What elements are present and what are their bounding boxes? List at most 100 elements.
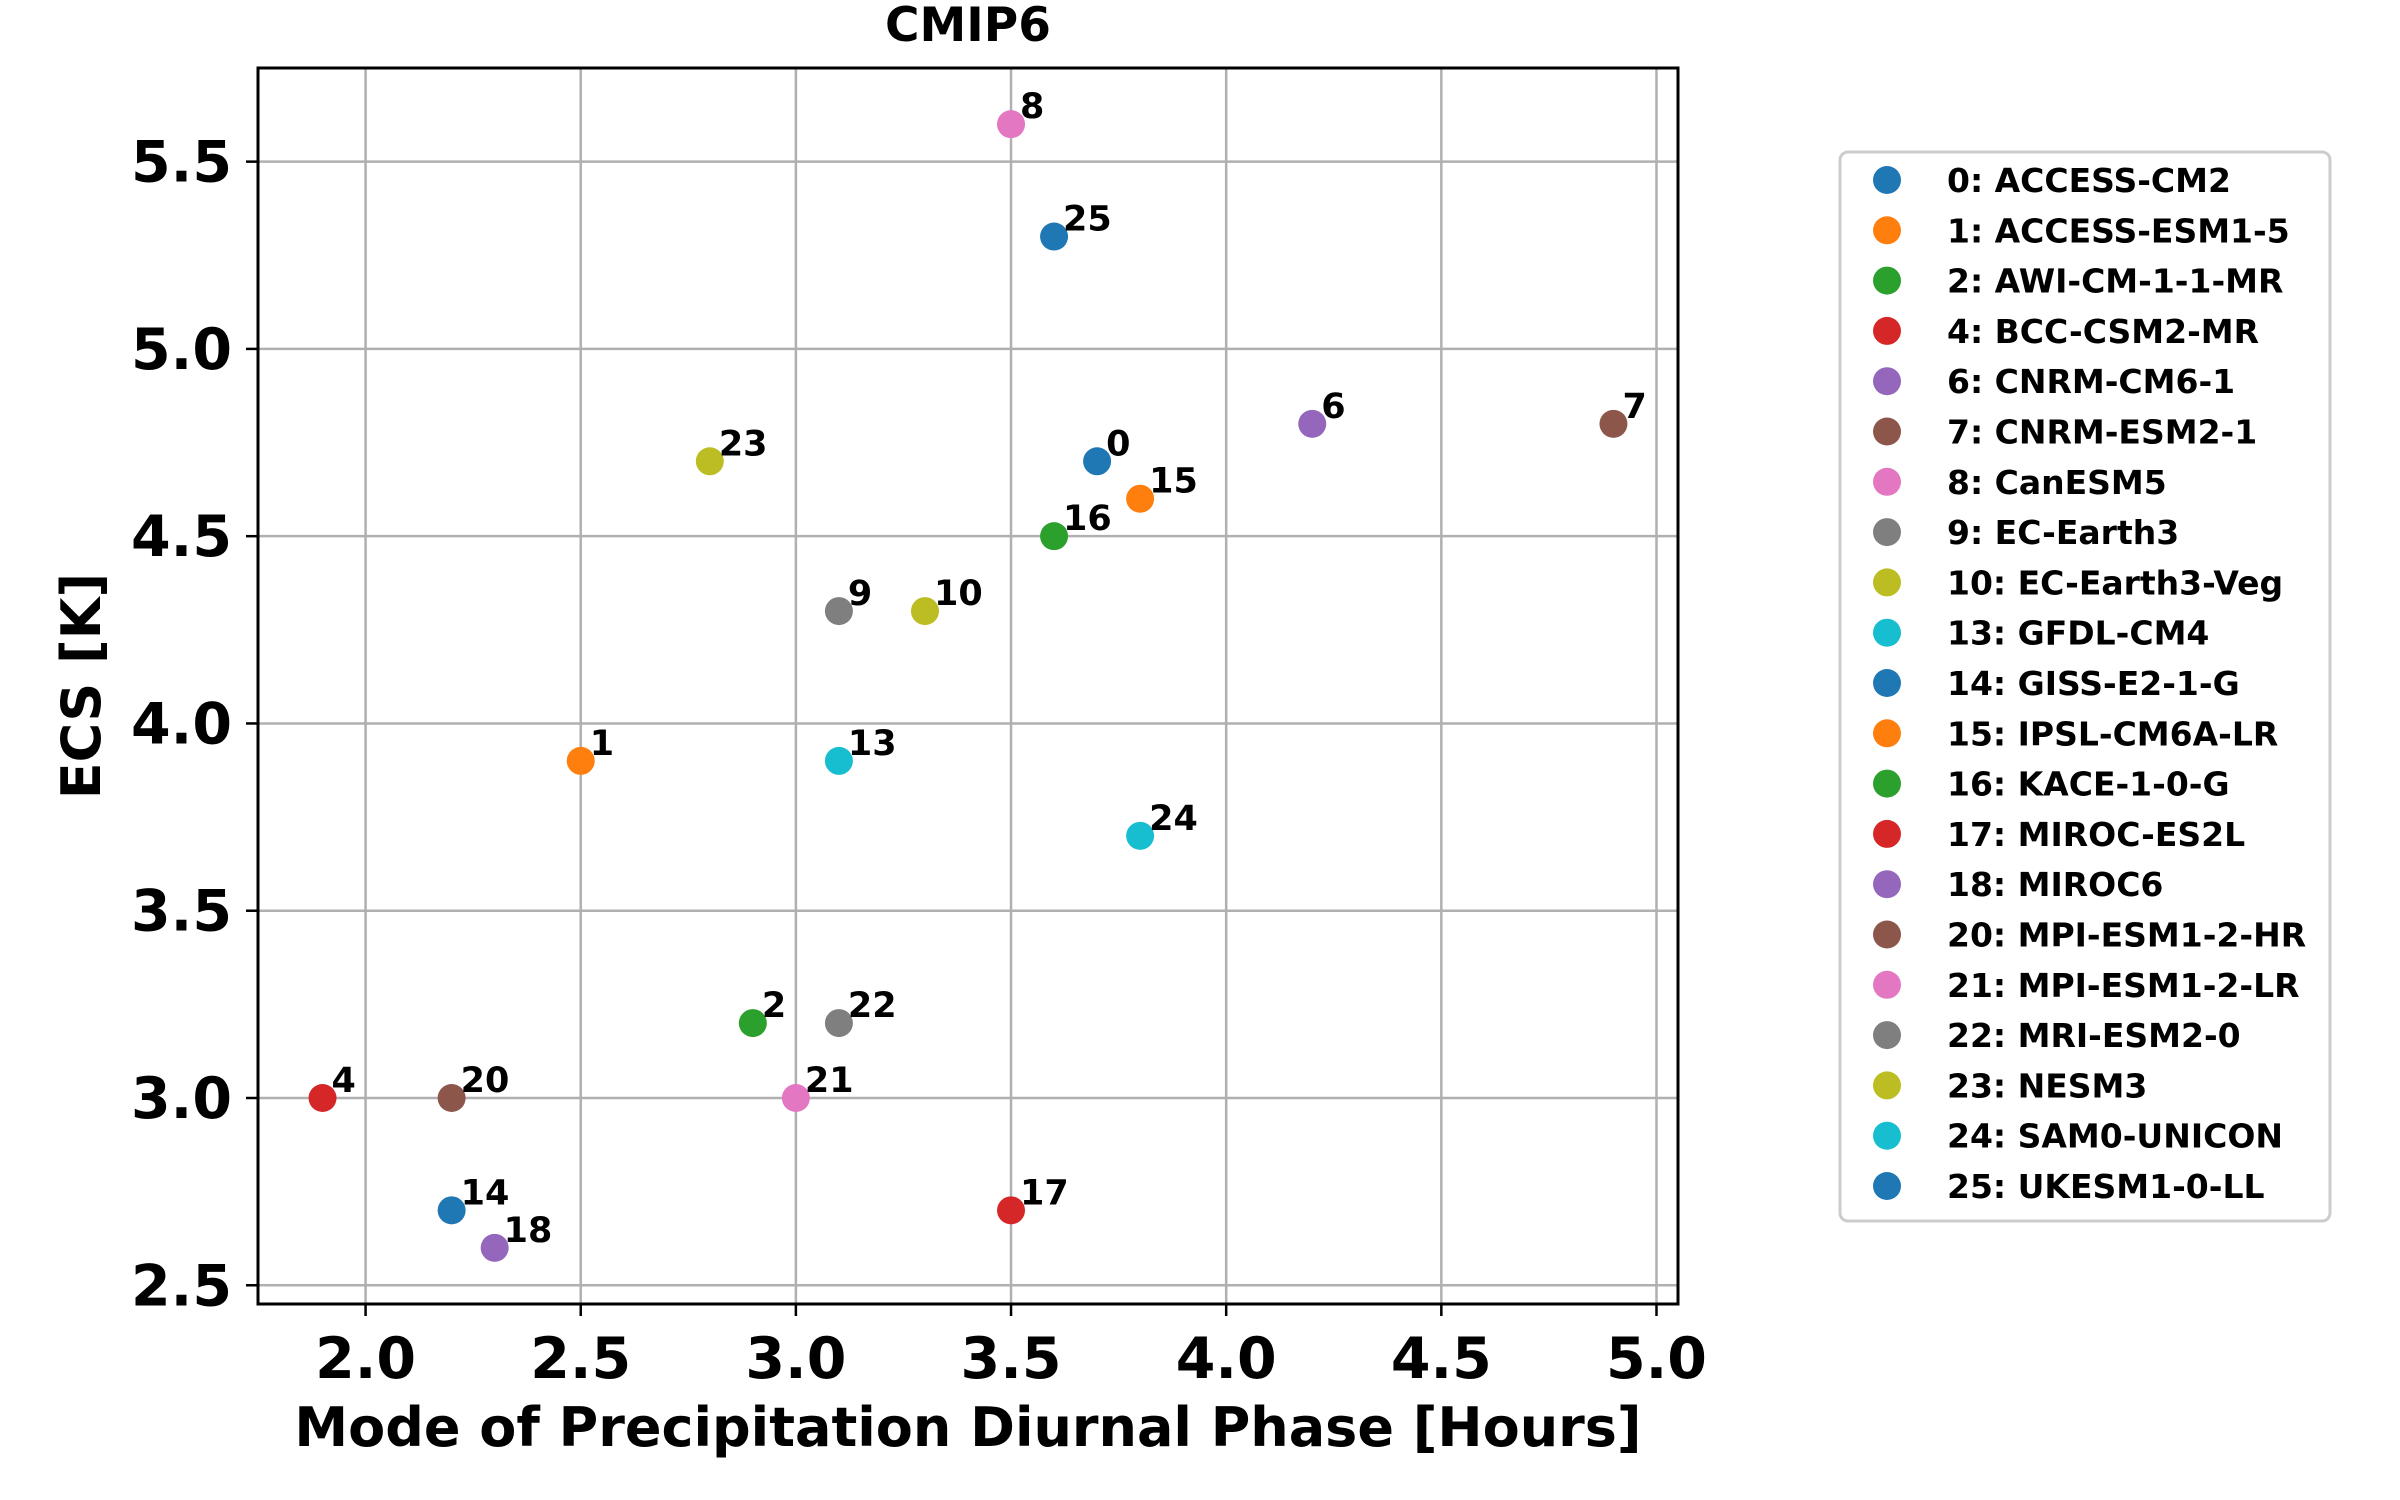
legend-label: 22: MRI-ESM2-0 — [1947, 1016, 2241, 1055]
point-label-7: 7 — [1622, 387, 1646, 427]
point-label-10: 10 — [934, 574, 983, 614]
point-label-23: 23 — [719, 424, 768, 464]
data-point-21 — [781, 1084, 810, 1112]
legend-marker — [1873, 216, 1901, 245]
x-tick-label: 3.0 — [745, 1326, 846, 1392]
legend-marker — [1873, 669, 1901, 697]
legend-label: 16: KACE-1-0-G — [1947, 765, 2230, 804]
legend: 0: ACCESS-CM2 1: ACCESS-ESM1-5 2: AWI-CM-1… — [1838, 150, 2332, 1223]
legend-marker — [1873, 819, 1901, 848]
y-tick-label: 5.0 — [131, 317, 232, 383]
legend-marker — [1873, 568, 1901, 597]
x-tick-label: 4.5 — [1391, 1326, 1492, 1392]
point-label-0: 0 — [1106, 424, 1130, 464]
data-point-15 — [1126, 484, 1155, 513]
point-label-22: 22 — [848, 986, 897, 1026]
legend-marker — [1873, 870, 1901, 899]
data-point-4 — [308, 1084, 337, 1112]
point-label-25: 25 — [1063, 200, 1112, 240]
legend-label: 14: GISS-E2-1-G — [1947, 664, 2240, 703]
data-point-18 — [480, 1233, 509, 1262]
y-tick-label: 4.5 — [131, 504, 232, 570]
point-label-9: 9 — [848, 574, 872, 614]
data-point-2 — [738, 1009, 767, 1038]
data-point-24 — [1126, 821, 1155, 850]
data-point-17 — [997, 1196, 1026, 1225]
data-point-1 — [566, 746, 595, 775]
legend-label: 24: SAM0-UNICON — [1947, 1117, 2283, 1156]
legend-label: 18: MIROC6 — [1947, 865, 2163, 904]
legend-label: 13: GFDL-CM4 — [1947, 614, 2209, 653]
x-axis-ticks: 2.0 2.5 3.0 3.5 4.0 4.5 5.0 — [315, 1304, 1707, 1392]
legend-marker — [1873, 1172, 1901, 1200]
legend-label: 10: EC-Earth3-Veg — [1947, 563, 2283, 602]
legend-label: 0: ACCESS-CM2 — [1947, 161, 2231, 200]
legend-label: 7: CNRM-ESM2-1 — [1947, 413, 2257, 452]
data-point-8 — [997, 110, 1026, 139]
point-label-20: 20 — [461, 1061, 510, 1101]
legend-label: 4: BCC-CSM2-MR — [1947, 312, 2259, 351]
data-point-20 — [437, 1084, 466, 1112]
legend-marker — [1873, 920, 1901, 949]
x-tick-label: 5.0 — [1606, 1326, 1707, 1392]
data-point-25 — [1040, 222, 1069, 251]
point-label-17: 17 — [1020, 1173, 1069, 1213]
y-tick-label: 3.0 — [131, 1066, 232, 1132]
x-tick-label: 2.5 — [530, 1326, 631, 1392]
data-point-13 — [824, 746, 853, 775]
data-point-6 — [1298, 409, 1327, 438]
legend-marker — [1873, 719, 1901, 748]
legend-label: 23: NESM3 — [1947, 1066, 2147, 1105]
legend-marker — [1873, 467, 1901, 496]
legend-label: 15: IPSL-CM6A-LR — [1947, 714, 2278, 753]
point-label-6: 6 — [1321, 387, 1345, 427]
y-axis-title: ECS [K] — [50, 573, 113, 799]
legend-entries: 0: ACCESS-CM2 1: ACCESS-ESM1-5 2: AWI-CM-1… — [1873, 161, 2306, 1206]
legend-marker — [1873, 166, 1901, 194]
point-label-4: 4 — [332, 1061, 356, 1101]
legend-label: 1: ACCESS-ESM1-5 — [1947, 211, 2290, 250]
legend-label: 6: CNRM-CM6-1 — [1947, 362, 2235, 401]
chart-title: CMIP6 — [885, 0, 1051, 53]
legend-label: 25: UKESM1-0-LL — [1947, 1167, 2265, 1206]
plot-area-frame — [256, 66, 1680, 1306]
grid-lines — [258, 68, 1678, 1304]
legend-label: 2: AWI-CM-1-1-MR — [1947, 262, 2283, 301]
legend-label: 8: CanESM5 — [1947, 463, 2167, 502]
data-point-10 — [910, 597, 939, 626]
data-point-16 — [1040, 522, 1069, 551]
point-label-24: 24 — [1149, 799, 1198, 839]
y-tick-label: 3.5 — [131, 879, 232, 945]
point-label-8: 8 — [1020, 87, 1044, 127]
point-label-1: 1 — [590, 724, 614, 764]
point-label-15: 15 — [1149, 462, 1198, 502]
data-point-14 — [437, 1196, 466, 1225]
legend-marker — [1873, 266, 1901, 295]
legend-marker — [1873, 1071, 1901, 1100]
legend-label: 21: MPI-ESM1-2-LR — [1947, 966, 2300, 1005]
point-label-13: 13 — [848, 724, 897, 764]
legend-marker — [1873, 618, 1901, 647]
y-tick-label: 5.5 — [131, 130, 232, 196]
legend-marker — [1873, 769, 1901, 798]
point-label-18: 18 — [504, 1211, 553, 1251]
legend-label: 17: MIROC-ES2L — [1947, 815, 2245, 854]
data-point-7 — [1599, 409, 1628, 438]
point-label-2: 2 — [762, 986, 786, 1026]
point-label-21: 21 — [805, 1061, 854, 1101]
x-axis-title: Mode of Precipitation Diurnal Phase [Hou… — [294, 1396, 1641, 1459]
x-tick-label: 3.5 — [961, 1326, 1062, 1392]
y-tick-label: 2.5 — [131, 1253, 232, 1319]
legend-label: 20: MPI-ESM1-2-HR — [1947, 916, 2306, 955]
legend-marker — [1873, 970, 1901, 999]
legend-frame — [1838, 150, 2332, 1223]
data-point-23 — [695, 447, 724, 476]
data-point-22 — [824, 1009, 853, 1038]
legend-marker — [1873, 417, 1901, 446]
legend-marker — [1873, 1121, 1901, 1150]
legend-label: 9: EC-Earth3 — [1947, 513, 2179, 552]
point-label-16: 16 — [1063, 499, 1112, 539]
legend-marker — [1873, 367, 1901, 396]
